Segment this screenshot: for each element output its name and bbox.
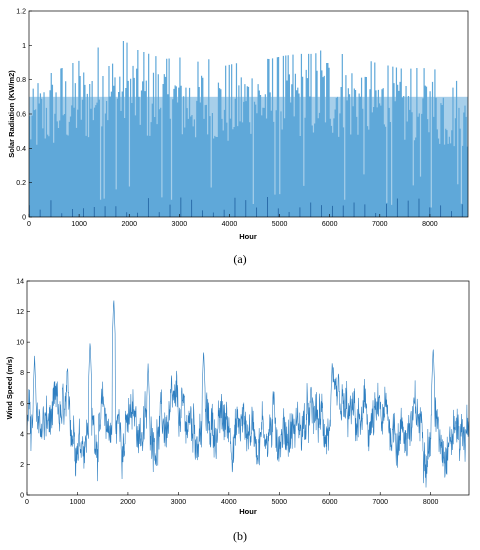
wind-y-tick-label: 0 <box>20 493 24 500</box>
wind-caption: (b) <box>233 529 247 543</box>
solar-x-tick-label: 7000 <box>372 221 388 228</box>
solar-x-tick-label: 8000 <box>422 221 438 228</box>
wind-y-tick-label: 6 <box>20 401 24 408</box>
solar-series-bars <box>29 41 468 217</box>
wind-x-tick-label: 4000 <box>221 499 237 506</box>
wind-y-tick-label: 10 <box>16 340 24 347</box>
wind-x-tick-label: 2000 <box>120 499 136 506</box>
wind-y-tick-label: 14 <box>16 279 24 286</box>
solar-y-tick-label: 1 <box>22 43 26 50</box>
solar-x-tick-label: 6000 <box>322 221 338 228</box>
solar-x-tick-label: 1000 <box>71 221 87 228</box>
wind-x-tick-label: 3000 <box>171 499 187 506</box>
wind-y-tick-label: 8 <box>20 370 24 377</box>
solar-caption: (a) <box>233 252 246 266</box>
solar-x-tick-label: 0 <box>27 221 31 228</box>
wind-y-tick-label: 4 <box>20 431 24 438</box>
wind-x-tick-label: 0 <box>25 499 29 506</box>
wind-ticks: 0 1000 2000 3000 4000 5000 6000 7000 8000 0 2 4 6 8 10… <box>16 279 438 507</box>
solar-y-tick-label: 1.2 <box>16 9 26 16</box>
solar-x-tick-label: 5000 <box>272 221 288 228</box>
wind-axes-frame <box>26 280 470 496</box>
solar-plot-area <box>29 41 468 217</box>
wind-y-axis-label: Wind Speed (m/s) <box>5 356 14 419</box>
solar-y-tick-label: 0 <box>22 215 26 222</box>
wind-x-tick-label: 6000 <box>322 499 338 506</box>
wind-y-tick-label: 12 <box>16 309 24 316</box>
solar-radiation-chart: 0 1000 2000 3000 4000 5000 6000 7000 8000 0 0.2 0.4… <box>7 9 469 266</box>
wind-x-tick-label: 7000 <box>372 499 388 506</box>
wind-speed-chart: 0 1000 2000 3000 4000 5000 6000 7000 8000 0 2 4 6 8 10… <box>5 279 470 543</box>
solar-y-tick-label: 0.6 <box>16 112 26 119</box>
solar-x-tick-label: 2000 <box>121 221 137 228</box>
wind-series-line <box>27 300 469 488</box>
wind-x-tick-label: 8000 <box>423 499 439 506</box>
solar-y-tick-label: 0.2 <box>16 180 26 187</box>
wind-y-tick-label: 2 <box>20 462 24 469</box>
solar-y-tick-label: 0.4 <box>16 146 26 153</box>
wind-x-tick-label: 1000 <box>70 499 86 506</box>
solar-ticks: 0 1000 2000 3000 4000 5000 6000 7000 8000 0 0.2 0.4… <box>16 9 438 229</box>
wind-x-axis-label: Hour <box>239 507 257 516</box>
solar-y-axis-label: Solar Radiation (KW/m2) <box>7 70 16 158</box>
solar-x-axis-label: Hour <box>239 232 257 241</box>
solar-x-tick-label: 4000 <box>222 221 238 228</box>
wind-plot-area <box>27 300 469 488</box>
wind-x-tick-label: 5000 <box>271 499 287 506</box>
solar-y-tick-label: 0.8 <box>16 77 26 84</box>
solar-x-tick-label: 3000 <box>172 221 188 228</box>
